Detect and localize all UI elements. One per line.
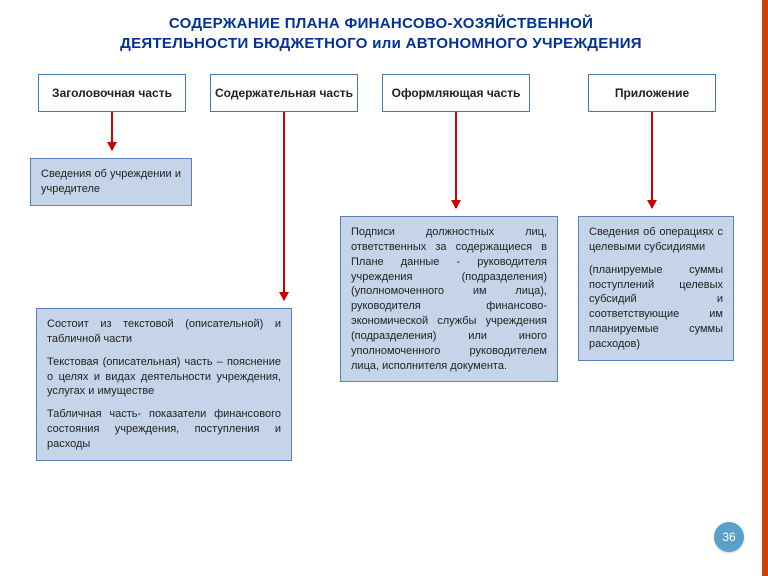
box-3-text: Подписи должностных лиц, ответственных з…	[351, 226, 547, 372]
box-1-text: Сведения об учреждении и учредителе	[41, 168, 181, 195]
arrow-1	[111, 112, 113, 150]
title-line-2: ДЕЯТЕЛЬНОСТИ БЮДЖЕТНОГО или АВТОНОМНОГО …	[120, 35, 642, 52]
header-zagolovochnaya: Заголовочная часть	[38, 74, 186, 112]
box-2-p1: Состоит из текстовой (описательной) и та…	[47, 317, 281, 347]
header-4-label: Приложение	[615, 86, 689, 100]
box-4-p2: (планируемые суммы поступлений целевых с…	[589, 263, 723, 352]
header-3-label: Оформляющая часть	[392, 86, 521, 100]
box-podpisi: Подписи должностных лиц, ответственных з…	[340, 216, 558, 382]
header-1-label: Заголовочная часть	[52, 86, 172, 100]
title-line-1: СОДЕРЖАНИЕ ПЛАНА ФИНАНСОВО-ХОЗЯЙСТВЕННОЙ	[169, 15, 593, 32]
box-sostoit: Состоит из текстовой (описательной) и та…	[36, 308, 292, 461]
arrow-4	[651, 112, 653, 208]
box-2-p2: Текстовая (описательная) часть – пояснен…	[47, 355, 281, 400]
box-svedeniya-subsidii: Сведения об операциях с целевыми субсиди…	[578, 216, 734, 361]
arrow-3	[455, 112, 457, 208]
header-oformlyayushchaya: Оформляющая часть	[382, 74, 530, 112]
header-2-label: Содержательная часть	[215, 86, 353, 100]
arrow-2	[283, 112, 285, 300]
box-svedeniya-uchreditel: Сведения об учреждении и учредителе	[30, 158, 192, 206]
header-prilozhenie: Приложение	[588, 74, 716, 112]
page-number-badge: 36	[714, 522, 744, 552]
box-4-p1: Сведения об операциях с целевыми субсиди…	[589, 225, 723, 255]
box-2-p3: Табличная часть- показатели финансового …	[47, 407, 281, 452]
diagram-title: СОДЕРЖАНИЕ ПЛАНА ФИНАНСОВО-ХОЗЯЙСТВЕННОЙ…	[0, 0, 762, 63]
header-soderzhatelnaya: Содержательная часть	[210, 74, 358, 112]
page-number-text: 36	[722, 530, 735, 544]
